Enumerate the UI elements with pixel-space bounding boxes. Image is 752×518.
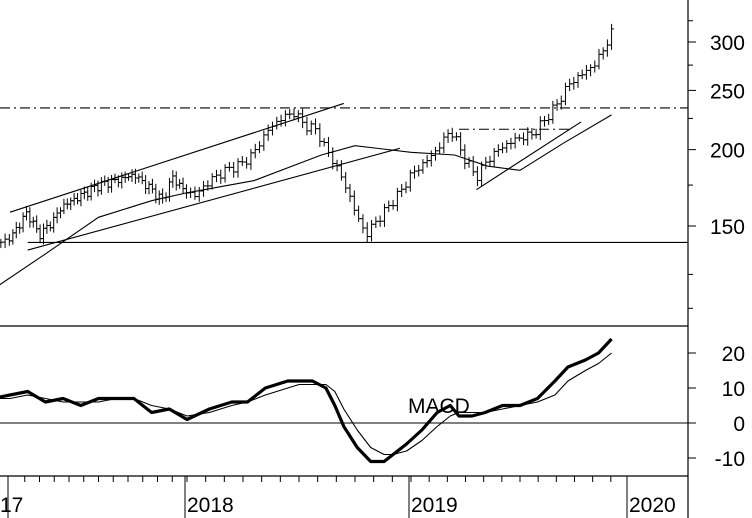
macd-annotation: MACD	[408, 395, 470, 418]
macd-y-tick-label: 10	[722, 378, 745, 401]
macd-signal-line	[0, 352, 612, 456]
macd-y-tick-label: -10	[715, 448, 745, 471]
macd-line	[0, 337, 613, 464]
x-tick-label: 2018	[187, 494, 234, 517]
x-tick-label: 17	[0, 494, 23, 517]
x-tick-label: 2019	[411, 494, 458, 517]
price-y-tick-label: 300	[710, 32, 745, 55]
channel-upper-line	[9, 102, 344, 213]
x-tick-label: 2020	[629, 494, 676, 517]
price-y-tick-label: 200	[710, 140, 745, 163]
price-y-tick-label: 250	[710, 80, 745, 103]
macd-panel	[0, 337, 688, 464]
macd-y-tick-label: 0	[733, 413, 745, 436]
uptrend-line-2019	[476, 121, 582, 191]
price-y-tick-label: 150	[710, 216, 745, 239]
moving-average-line	[0, 114, 612, 286]
channel-lower-line	[27, 147, 400, 251]
price-panel	[0, 23, 688, 286]
macd-y-tick-label: 20	[722, 343, 745, 366]
